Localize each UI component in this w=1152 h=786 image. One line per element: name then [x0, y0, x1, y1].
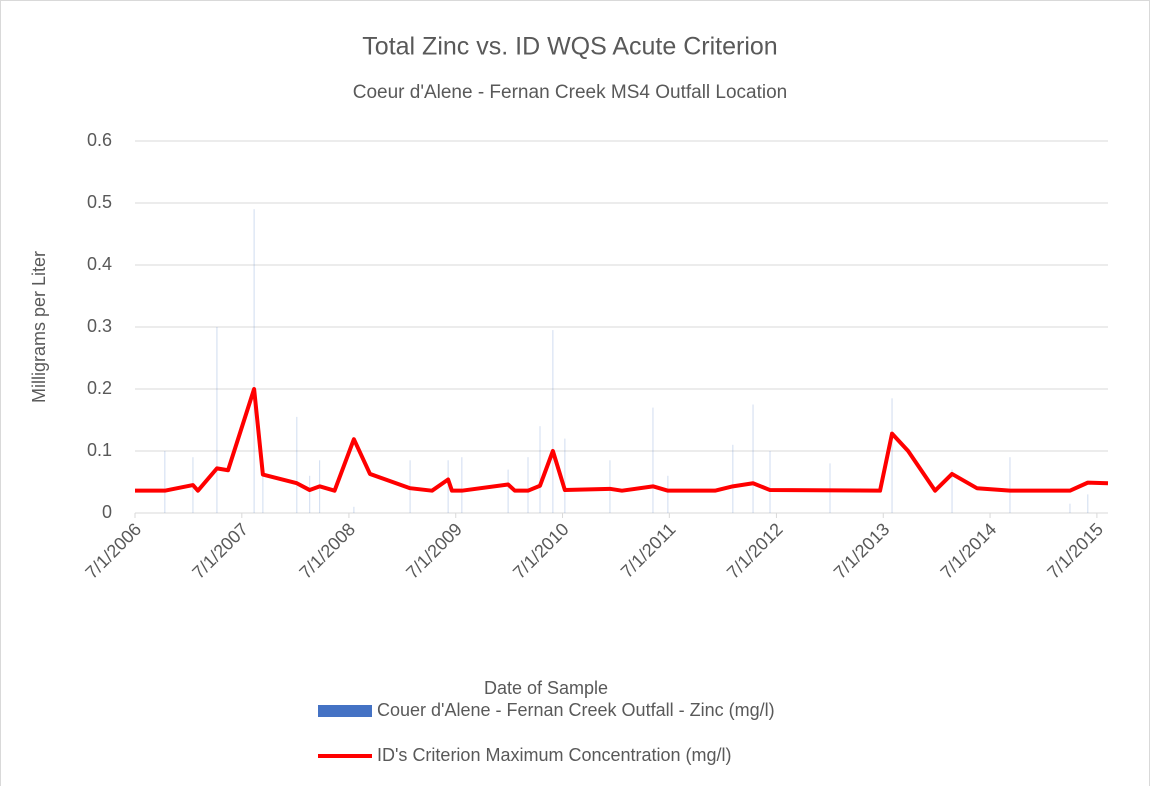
x-tick-label: 7/1/2007	[188, 519, 252, 583]
bar	[527, 457, 529, 513]
x-tick-label: 7/1/2009	[402, 519, 466, 583]
bar	[732, 444, 734, 513]
y-tick-label: 0.1	[87, 440, 112, 460]
x-tick-label: 7/1/2012	[723, 519, 787, 583]
chart-subtitle: Coeur d'Alene - Fernan Creek MS4 Outfall…	[353, 82, 788, 103]
bar	[1009, 457, 1011, 513]
legend-label: Couer d'Alene - Fernan Creek Outfall - Z…	[377, 700, 775, 720]
x-tick-label: 7/1/2010	[509, 519, 573, 583]
line	[135, 387, 1109, 493]
x-tick-label: 7/1/2011	[617, 519, 680, 582]
bar	[1087, 494, 1089, 513]
x-tick-label: 7/1/2015	[1043, 519, 1107, 583]
chart-title: Total Zinc vs. ID WQS Acute Criterion	[362, 33, 777, 61]
x-axis-label: Date of Sample	[484, 678, 608, 698]
bar	[951, 469, 953, 513]
x-tick-label: 7/1/2014	[937, 519, 1001, 583]
bar	[609, 460, 611, 513]
y-axis-label: Milligrams per Liter	[29, 251, 49, 403]
x-tick-label: 7/1/2013	[830, 519, 894, 583]
bar	[253, 209, 255, 513]
y-tick-label: 0.4	[87, 254, 112, 274]
bar	[353, 506, 355, 513]
bar	[891, 398, 893, 513]
legend-label: ID's Criterion Maximum Concentration (mg…	[377, 745, 732, 765]
bar	[667, 475, 669, 513]
legend-swatch	[318, 705, 372, 717]
bar	[262, 475, 264, 513]
bar	[447, 460, 449, 513]
bar	[164, 451, 166, 513]
bar	[652, 407, 654, 513]
bar	[564, 438, 566, 513]
y-tick-label: 0.6	[87, 130, 112, 150]
bar	[829, 463, 831, 513]
bar	[752, 404, 754, 513]
x-tick-label: 7/1/2008	[295, 519, 359, 583]
bar	[296, 416, 298, 513]
bar	[309, 475, 311, 513]
bar	[1069, 503, 1071, 513]
y-tick-label: 0.5	[87, 192, 112, 212]
bar	[216, 327, 218, 513]
bar	[769, 451, 771, 513]
x-tick-label: 7/1/2006	[81, 519, 145, 583]
y-tick-label: 0.2	[87, 378, 112, 398]
bar	[461, 457, 463, 513]
y-tick-label: 0	[102, 502, 112, 522]
bar	[539, 426, 541, 513]
bar	[552, 330, 554, 513]
bar	[507, 469, 509, 513]
y-tick-label: 0.3	[87, 316, 112, 336]
